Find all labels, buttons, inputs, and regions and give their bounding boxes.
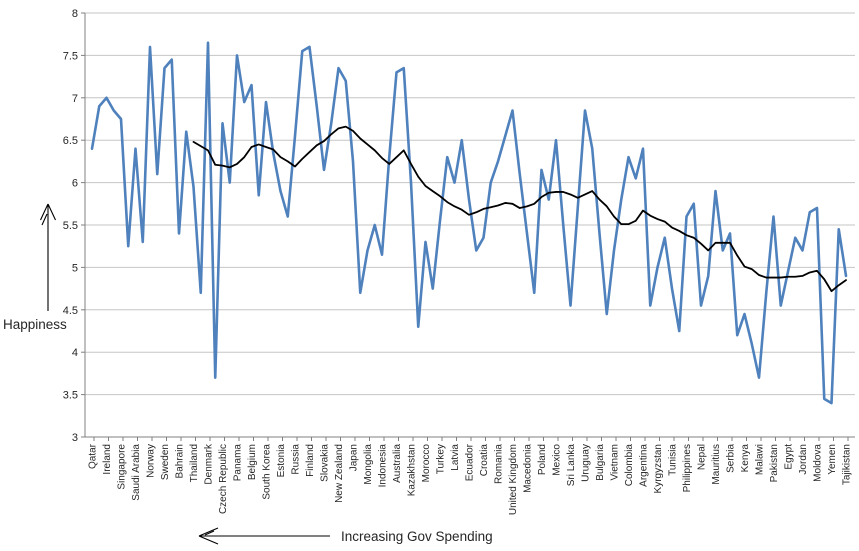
- x-category-label: Ireland: [102, 444, 113, 475]
- y-tick-label: 6.5: [63, 135, 78, 147]
- x-category-label: Qatar: [88, 443, 99, 469]
- x-category-label: Moldova: [813, 444, 824, 482]
- x-category-label: Tunisia: [668, 444, 679, 476]
- x-category-label: Croatia: [479, 444, 490, 477]
- x-category-label: Colombia: [624, 444, 635, 487]
- x-category-label: United Kingdom: [508, 444, 519, 515]
- x-category-label: Latvia: [450, 444, 461, 471]
- x-category-label: Russia: [291, 444, 302, 475]
- x-category-label: Finland: [305, 444, 316, 477]
- x-category-label: Sri Lanka: [566, 444, 577, 487]
- x-category-label: Estonia: [276, 444, 287, 478]
- x-category-label: Singapore: [117, 444, 128, 490]
- x-category-label: Ecuador: [465, 443, 476, 481]
- series-layer: [90, 41, 848, 405]
- axes-layer: [81, 12, 855, 441]
- x-category-label: Romania: [494, 444, 505, 484]
- x-category-label: Macedonia: [523, 444, 534, 493]
- y-tick-label: 7.5: [63, 50, 78, 62]
- x-category-label: Thailand: [189, 444, 200, 482]
- x-category-label: Morocco: [421, 444, 432, 483]
- x-category-label: South Korea: [262, 444, 273, 500]
- x-category-label: Philippines: [682, 444, 693, 492]
- x-axis-title: Increasing Gov Spending: [341, 529, 493, 544]
- y-tick-label: 3.5: [63, 390, 78, 402]
- x-category-label: Japan: [349, 444, 360, 471]
- happiness-up-arrow: [40, 203, 56, 311]
- x-category-label: Panama: [233, 444, 244, 482]
- x-category-label: Belgium: [247, 444, 258, 480]
- moving-average-line: [192, 125, 847, 293]
- y-tick-label: 5.5: [63, 220, 78, 232]
- x-category-label: Mongolia: [363, 444, 374, 485]
- x-category-label: Bahrain: [175, 444, 186, 478]
- y-tick-label: 8: [72, 8, 78, 20]
- x-category-label: Saudi Arabia: [131, 444, 142, 501]
- y-tick-label: 4: [72, 347, 78, 359]
- x-category-label: Serbia: [726, 444, 737, 473]
- x-category-label: Bulgaria: [595, 444, 606, 481]
- gov-spending-left-arrow: [198, 527, 330, 545]
- x-category-label: Kyrgyzstan: [653, 444, 664, 493]
- x-category-label: Mauritius: [711, 444, 722, 485]
- x-category-label: Kazakhstan: [407, 444, 418, 496]
- x-category-label: Kenya: [740, 444, 751, 473]
- y-tick-label: 5: [72, 262, 78, 274]
- happiness-series-line: [90, 41, 848, 405]
- y-axis-title: Happiness: [3, 317, 67, 332]
- x-category-label: Slovakia: [320, 444, 331, 482]
- x-category-label: Poland: [537, 444, 548, 475]
- axis-labels-layer: 8 7.5 7 6.5 6 5.5 5 4.5 4 3.5 3 Qatar Ireland Singapo…: [63, 8, 853, 515]
- x-category-label: Yemen: [827, 444, 838, 475]
- x-category-label: Turkey: [436, 444, 447, 474]
- x-category-label: Malawi: [755, 444, 766, 475]
- x-category-label: Mexico: [552, 444, 563, 476]
- y-tick-label: 6: [72, 178, 78, 190]
- y-tick-label: 3: [72, 432, 78, 444]
- x-category-label: Indonesia: [378, 444, 389, 488]
- x-category-label: Pakistan: [769, 444, 780, 482]
- x-category-label: New Zealand: [334, 444, 345, 503]
- x-category-label: Sweden: [160, 444, 171, 480]
- x-category-label: Tajikistan: [842, 444, 853, 485]
- x-category-label: Czech Republic: [218, 444, 229, 514]
- x-category-label: Uruguay: [581, 444, 592, 482]
- x-category-label: Egypt: [784, 444, 795, 470]
- x-category-label: Australia: [392, 444, 403, 483]
- x-category-label: Denmark: [204, 443, 215, 485]
- x-category-label: Norway: [146, 444, 157, 478]
- y-tick-label: 4.5: [63, 305, 78, 317]
- y-tick-label: 7: [72, 93, 78, 105]
- x-category-label: Nepal: [697, 444, 708, 470]
- x-category-label: Vietnam: [610, 444, 621, 481]
- x-category-label: Jordan: [798, 444, 809, 475]
- x-category-label: Argentina: [639, 444, 650, 487]
